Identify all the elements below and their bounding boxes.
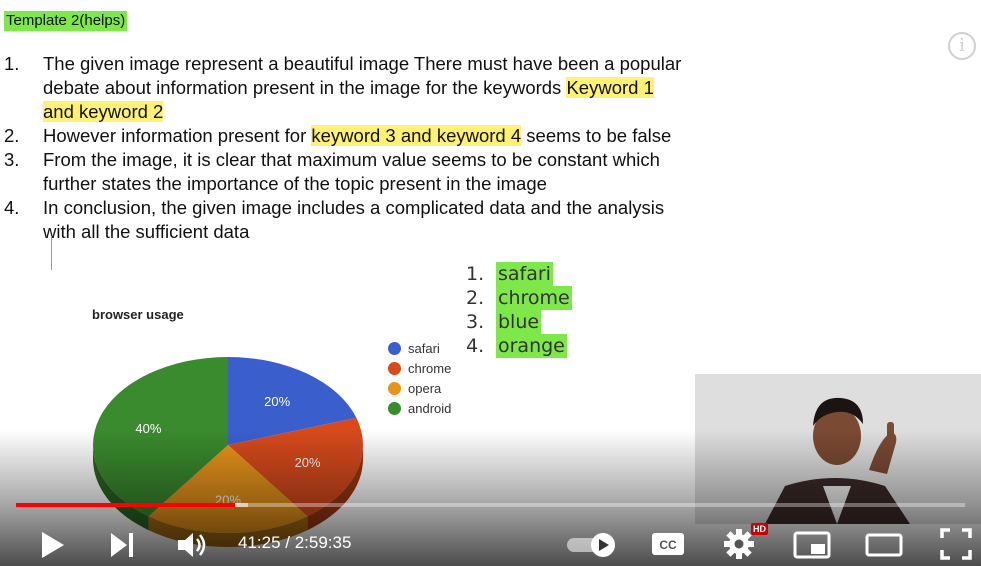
legend-swatch xyxy=(388,401,401,415)
list-item: 4. orange xyxy=(466,334,567,358)
list-text: From the image, it is clear that maximum… xyxy=(43,149,660,194)
keyword-label: blue xyxy=(496,310,542,334)
legend-item-safari: safari xyxy=(388,338,451,358)
list-number: 2. xyxy=(4,125,20,146)
progress-played xyxy=(16,503,236,507)
list-item: 2. chrome xyxy=(466,286,572,310)
list-text: In conclusion, the given image includes … xyxy=(43,197,665,242)
progress-bar[interactable] xyxy=(16,503,965,507)
fullscreen-icon[interactable] xyxy=(939,527,973,561)
highlight: keyword 3 and keyword 4 xyxy=(311,125,522,146)
bullet-list: 1. The given image represent a beautiful… xyxy=(4,52,684,244)
captions-icon[interactable]: CC xyxy=(650,530,686,558)
time-display: 41:25 / 2:59:35 xyxy=(238,533,352,552)
keyword-label: chrome xyxy=(496,286,572,310)
player-gradient xyxy=(0,430,981,566)
list-text: The given image represent a beautiful im… xyxy=(43,53,682,122)
play-icon[interactable] xyxy=(38,530,66,560)
volume-icon[interactable] xyxy=(176,530,210,560)
list-item: 4. In conclusion, the given image includ… xyxy=(4,196,684,244)
legend-item-chrome: chrome xyxy=(388,358,451,378)
miniplayer-icon[interactable] xyxy=(793,530,831,560)
text-cursor xyxy=(51,236,52,270)
legend-swatch xyxy=(388,361,401,375)
theater-icon[interactable] xyxy=(864,530,904,560)
cc-label: CC xyxy=(659,538,677,552)
pie-slice-safari xyxy=(228,357,357,445)
list-item: 3. blue xyxy=(466,310,542,334)
chart-title: browser usage xyxy=(92,307,184,322)
pie-data-label: 20% xyxy=(264,394,290,409)
keyword-list: 1. safari 2. chrome 3. blue 4. orange xyxy=(466,262,572,358)
legend-swatch xyxy=(388,381,401,395)
next-icon[interactable] xyxy=(108,530,136,560)
list-item: 2. However information present for keywo… xyxy=(4,124,684,148)
autoplay-toggle[interactable] xyxy=(565,530,619,560)
template-tag: Template 2(helps) xyxy=(4,11,128,31)
current-time: 41:25 xyxy=(238,533,281,552)
hd-badge: HD xyxy=(751,523,768,535)
list-item: 1. safari xyxy=(466,262,553,286)
keyword-label: orange xyxy=(496,334,567,358)
duration: 2:59:35 xyxy=(294,533,352,552)
info-icon[interactable]: i xyxy=(948,32,976,60)
list-number: 4. xyxy=(4,197,20,218)
legend-item-opera: opera xyxy=(388,378,451,398)
list-text: However information present for keyword … xyxy=(43,125,672,146)
list-item: 3. From the image, it is clear that maxi… xyxy=(4,148,684,196)
chart-legend: safari chrome opera android xyxy=(388,338,451,418)
legend-item-android: android xyxy=(388,398,451,418)
list-item: 1. The given image represent a beautiful… xyxy=(4,52,684,124)
list-number: 3. xyxy=(4,149,20,170)
legend-swatch xyxy=(388,341,401,355)
settings-icon[interactable] xyxy=(722,527,756,561)
list-number: 1. xyxy=(4,53,20,74)
keyword-label: safari xyxy=(496,262,553,286)
